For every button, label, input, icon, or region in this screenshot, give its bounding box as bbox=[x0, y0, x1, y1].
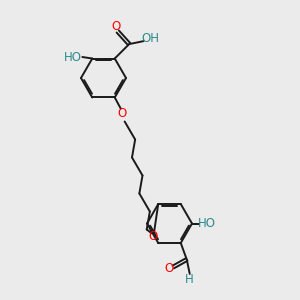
Text: H: H bbox=[185, 273, 194, 286]
Text: O: O bbox=[149, 230, 158, 244]
Text: HO: HO bbox=[64, 50, 82, 64]
Text: O: O bbox=[164, 262, 174, 275]
Text: O: O bbox=[111, 20, 121, 33]
Text: HO: HO bbox=[197, 217, 215, 230]
Text: O: O bbox=[118, 106, 127, 120]
Text: OH: OH bbox=[141, 32, 159, 45]
